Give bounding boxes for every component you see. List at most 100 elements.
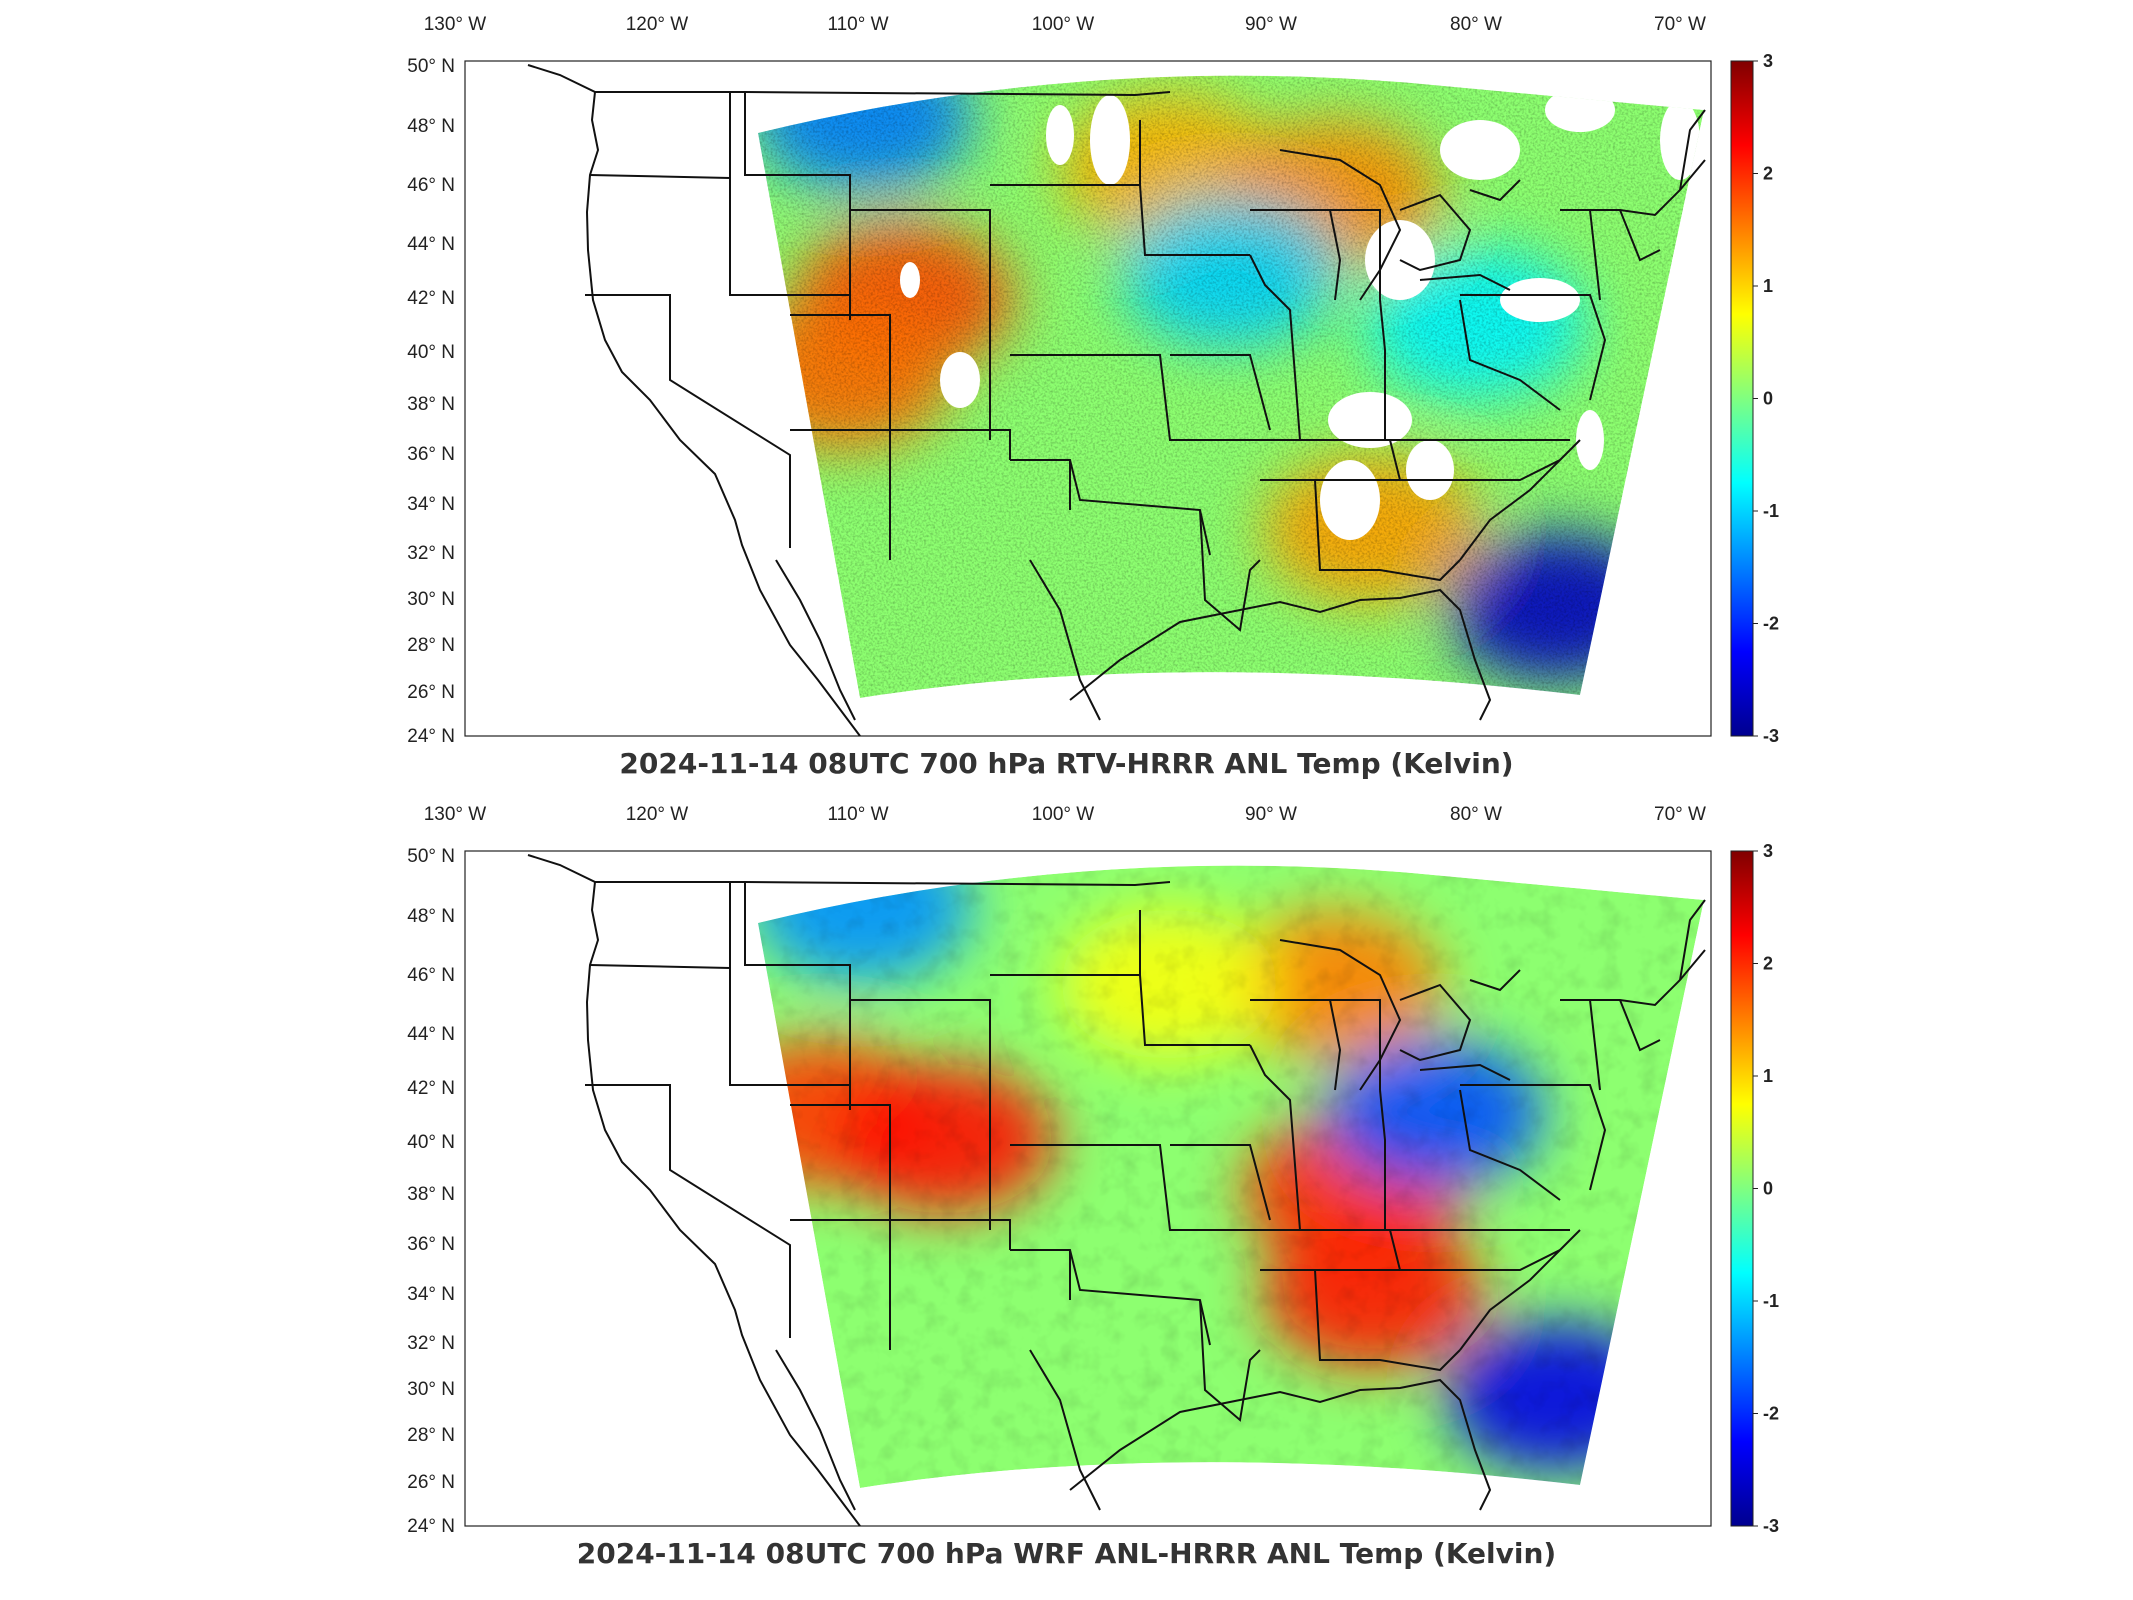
colorbar-tick-label: -2 <box>1763 614 1779 634</box>
boundary-line <box>1069 1378 1492 1511</box>
boundary-line <box>1260 459 1561 481</box>
boundary-line <box>1329 209 1342 301</box>
boundary-line <box>790 1104 891 1350</box>
y-tick-label: 26° N <box>407 1472 455 1493</box>
y-tick-label: 38° N <box>407 1184 455 1205</box>
panel-svg: 130° W 120° W 110° W 100° W 90° W 80° W 70° W … <box>407 804 1779 1537</box>
y-tick-label: 38° N <box>407 394 455 415</box>
colorbar-tick-label: 0 <box>1763 1179 1773 1199</box>
x-tick-label: 70° W <box>1654 804 1706 825</box>
colorbar-tick-label: 2 <box>1763 164 1773 184</box>
y-tick-label: 50° N <box>407 846 455 867</box>
boundary-line <box>1460 1084 1607 1191</box>
boundary-line <box>527 64 861 736</box>
x-tick-label: 120° W <box>626 14 689 35</box>
boundary-line <box>1170 1144 1271 1221</box>
colorbar-tick-label: -3 <box>1763 726 1779 746</box>
y-tick-label: 50° N <box>407 56 455 77</box>
x-tick-label: 130° W <box>424 804 487 825</box>
state-borders <box>527 64 1706 736</box>
y-tick-label: 44° N <box>407 1024 455 1045</box>
colorbar <box>1730 60 1754 737</box>
colorbar-ticks: 3 2 1 0 -1 -2 -3 <box>1753 51 1779 746</box>
y-tick-label: 24° N <box>407 1516 455 1537</box>
missing-data-patch <box>1500 278 1580 322</box>
boundary-line <box>790 429 1011 460</box>
boundary-line <box>1459 299 1561 411</box>
boundary-line <box>1469 969 1521 992</box>
boundary-line <box>1314 1269 1461 1372</box>
x-tick-label: 90° W <box>1245 804 1297 825</box>
y-tick-label: 30° N <box>407 1379 455 1400</box>
panel-svg: 130° W 120° W 110° W 100° W 90° W 80° W 70° W … <box>407 14 1779 747</box>
boundary-line <box>1619 209 1661 262</box>
boundary-line <box>1560 159 1706 217</box>
colorbar-tick-label: 0 <box>1763 389 1773 409</box>
x-tick-label: 90° W <box>1245 14 1297 35</box>
missing-data-patch <box>1406 440 1454 500</box>
boundary-line <box>1469 179 1521 202</box>
temperature-field <box>758 865 1704 1488</box>
x-tick-label: 110° W <box>827 14 888 35</box>
boundary-line <box>1399 983 1472 1062</box>
x-tick-label: 80° W <box>1450 14 1502 35</box>
boundary-line <box>1069 588 1492 721</box>
boundary-line <box>1459 1089 1561 1201</box>
missing-data-patch <box>1320 460 1380 540</box>
boundary-line <box>1249 254 1301 441</box>
boundary-line <box>1419 273 1511 291</box>
missing-data-patch <box>1090 95 1130 185</box>
x-axis-ticks: 130° W 120° W 110° W 100° W 90° W 80° W 70° W <box>424 804 1706 825</box>
x-tick-label: 100° W <box>1032 804 1095 825</box>
y-tick-label: 34° N <box>407 494 455 515</box>
boundary-line <box>729 92 850 296</box>
y-tick-label: 24° N <box>407 726 455 747</box>
colorbar-tick-label: 1 <box>1763 1066 1773 1086</box>
colorbar <box>1730 850 1754 1527</box>
y-tick-label: 36° N <box>407 444 455 465</box>
boundary-line <box>729 882 850 1086</box>
boundary-line <box>1010 1249 1211 1346</box>
boundary-line <box>790 314 891 560</box>
boundary-line <box>1379 1089 1386 1230</box>
y-tick-label: 48° N <box>407 906 455 927</box>
x-tick-label: 110° W <box>827 804 888 825</box>
y-tick-label: 32° N <box>407 543 455 564</box>
boundary-line <box>1379 299 1386 440</box>
missing-data-patch <box>1046 105 1074 165</box>
boundary-line <box>1010 459 1211 556</box>
boundary-line <box>1260 1249 1561 1271</box>
boundary-line <box>1560 949 1706 1007</box>
boundary-line <box>1279 149 1402 301</box>
boundary-line <box>850 999 991 1230</box>
boundary-line <box>1199 1299 1261 1422</box>
noise-overlay <box>758 75 1704 699</box>
y-tick-label: 34° N <box>407 1284 455 1305</box>
boundary-line <box>744 882 851 1110</box>
boundary-line <box>1010 354 1290 441</box>
x-tick-label: 80° W <box>1450 804 1502 825</box>
boundary-line <box>1029 1349 1101 1511</box>
colorbar-tick-label: 3 <box>1763 841 1773 861</box>
x-axis-ticks: 130° W 120° W 110° W 100° W 90° W 80° W 70° W <box>424 14 1706 35</box>
colorbar-tick-label: 1 <box>1763 276 1773 296</box>
y-tick-label: 36° N <box>407 1234 455 1255</box>
boundary-line <box>1314 479 1461 582</box>
colorbar-tick-label: 2 <box>1763 954 1773 974</box>
missing-data-patch <box>940 352 980 408</box>
boundary-line <box>1589 209 1601 301</box>
y-tick-label: 48° N <box>407 116 455 137</box>
missing-data-patch <box>900 262 920 298</box>
y-tick-label: 26° N <box>407 682 455 703</box>
boundary-line <box>589 174 731 179</box>
noise-overlay <box>758 865 1704 1488</box>
boundary-line <box>990 184 1250 256</box>
chart-title: 2024-11-14 08UTC 700 hPa RTV-HRRR ANL Te… <box>619 747 1514 780</box>
x-tick-label: 120° W <box>626 804 689 825</box>
boundary-line <box>1399 193 1472 272</box>
boundary-line <box>589 964 731 969</box>
y-tick-label: 32° N <box>407 1333 455 1354</box>
y-tick-label: 46° N <box>407 965 455 986</box>
boundary-line <box>595 91 1171 97</box>
colorbar-tick-label: -3 <box>1763 1516 1779 1536</box>
